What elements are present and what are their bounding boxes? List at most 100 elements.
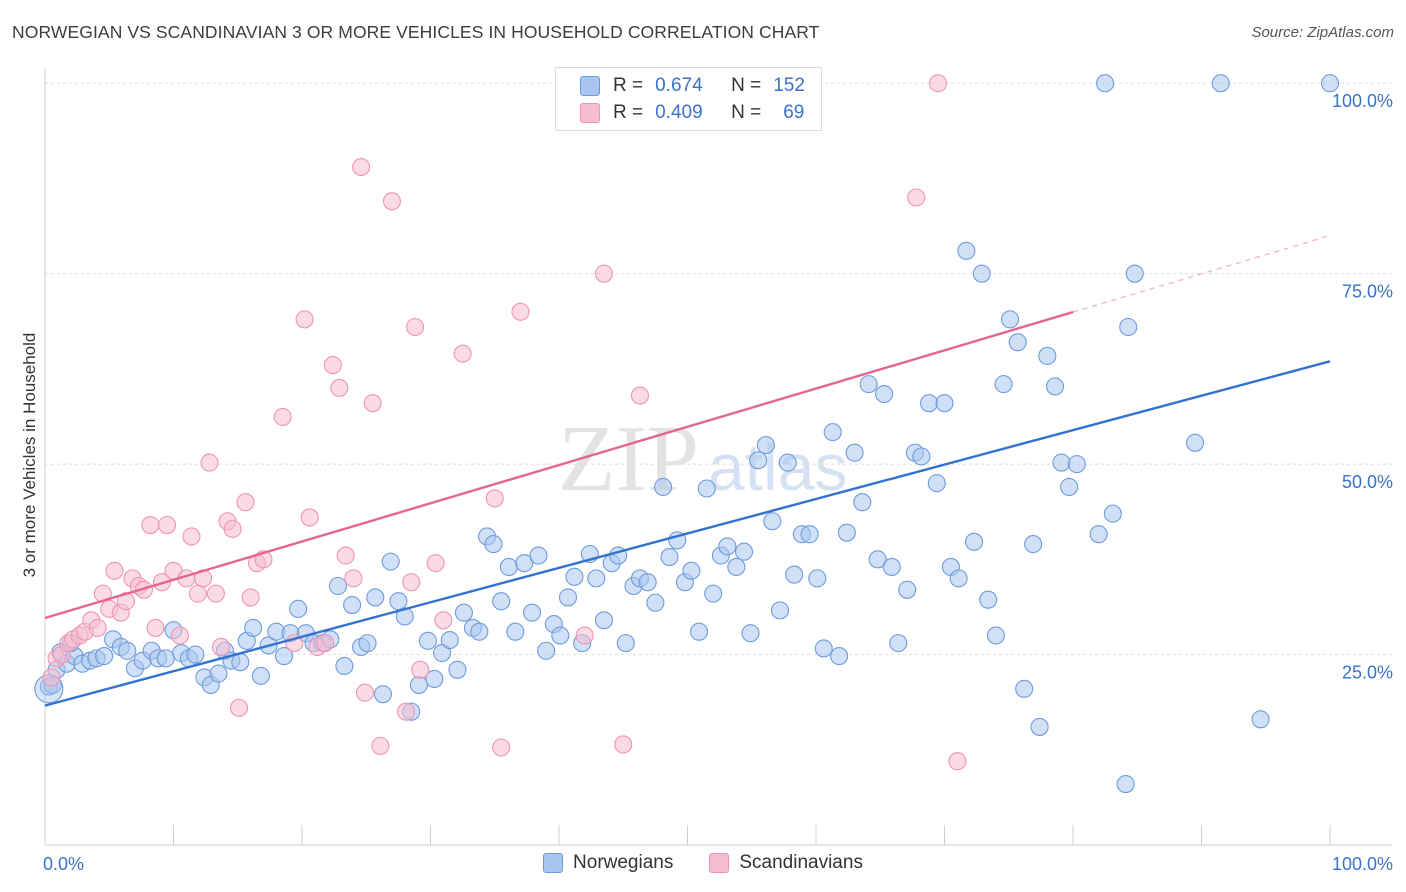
norwegians-point bbox=[875, 384, 894, 404]
scandinavians-point bbox=[236, 493, 255, 512]
trendlines bbox=[44, 235, 1331, 707]
norwegians-point bbox=[1089, 525, 1108, 544]
norwegians-point bbox=[358, 634, 377, 653]
scandinavians-point bbox=[316, 634, 335, 653]
norwegians-point bbox=[389, 592, 408, 611]
norwegians-point bbox=[741, 624, 760, 643]
norwegians-point bbox=[660, 548, 679, 567]
norwegians-point bbox=[95, 647, 114, 666]
norwegians-point bbox=[274, 647, 294, 666]
norwegians-point bbox=[1186, 433, 1205, 452]
scandinavians-point bbox=[352, 157, 371, 177]
x-tick-labels: 0.0% 100.0% bbox=[43, 854, 1393, 874]
norwegians-point bbox=[454, 603, 473, 622]
scandinavians-point bbox=[363, 394, 382, 413]
scandinavians-point bbox=[511, 302, 530, 321]
scandinavians-point bbox=[105, 561, 124, 580]
scandinavians-point bbox=[907, 188, 926, 207]
norwegians-point bbox=[186, 645, 205, 664]
norwegians-point bbox=[515, 554, 534, 573]
norwegians-point bbox=[381, 552, 400, 571]
norwegians-point bbox=[616, 634, 635, 653]
legend-row-scandinavians: R = 0.409 N = 69 bbox=[580, 101, 804, 125]
norwegians-point bbox=[209, 664, 228, 683]
norwegians-point bbox=[845, 443, 864, 462]
norwegians-point bbox=[1119, 317, 1138, 337]
r-value: 0.409 bbox=[655, 102, 703, 123]
norwegians-point bbox=[814, 639, 833, 658]
scandinavians-point bbox=[93, 584, 112, 603]
norwegians-point bbox=[800, 525, 819, 544]
norwegians-point bbox=[506, 622, 525, 641]
norwegians-point bbox=[328, 576, 348, 596]
norwegians-point bbox=[868, 550, 887, 569]
x-tick-label: 0.0% bbox=[43, 854, 84, 874]
y-axis-label: 3 or more Vehicles in Household bbox=[20, 332, 39, 578]
norwegians-point bbox=[1052, 453, 1071, 472]
norwegians-point bbox=[949, 569, 968, 588]
norwegians-point bbox=[935, 394, 954, 413]
norwegians-point bbox=[499, 557, 518, 577]
scandinavians-point bbox=[929, 74, 948, 93]
legend-swatch-norwegians bbox=[543, 853, 564, 873]
norwegians-point bbox=[529, 546, 548, 565]
series-scandinavians-points bbox=[42, 74, 967, 771]
legend-item-norwegians[interactable]: Norwegians bbox=[543, 852, 673, 874]
legend-label-norwegians: Norwegians bbox=[573, 852, 674, 873]
scandinavians-point bbox=[344, 569, 363, 588]
norwegians-point bbox=[920, 394, 939, 413]
norwegians-point bbox=[1045, 377, 1065, 396]
norwegians-point bbox=[231, 653, 250, 672]
norwegians-point bbox=[118, 641, 137, 660]
scandinavians-point bbox=[594, 264, 614, 283]
norwegians-point bbox=[1008, 333, 1027, 352]
norwegians-point bbox=[1038, 346, 1057, 365]
norwegians-point bbox=[1096, 74, 1115, 93]
scandinavians-point bbox=[426, 554, 445, 573]
norwegians-point bbox=[343, 595, 362, 615]
norwegians-point bbox=[1320, 74, 1340, 93]
norwegians-point bbox=[1030, 717, 1049, 736]
legend-item-scandinavians[interactable]: Scandinavians bbox=[709, 852, 863, 874]
n-value: 69 bbox=[783, 102, 805, 123]
scandinavians-point bbox=[158, 516, 177, 535]
norwegians-point bbox=[156, 649, 175, 668]
norwegians-point bbox=[654, 477, 673, 497]
norwegians-point bbox=[697, 479, 716, 498]
scandinavians-point bbox=[492, 738, 511, 757]
scandinavians-point bbox=[397, 702, 416, 721]
norwegians-point bbox=[965, 532, 984, 551]
scandinavians-point bbox=[948, 752, 967, 771]
axes bbox=[44, 68, 1392, 846]
norwegians-point bbox=[957, 241, 976, 260]
norwegians-point bbox=[492, 592, 511, 611]
scandinavians-point bbox=[575, 626, 594, 645]
scandinavians-point bbox=[182, 527, 201, 546]
legend-label-scandinavians: Scandinavians bbox=[739, 852, 863, 873]
series-legend: Norwegians Scandinavians bbox=[0, 852, 1406, 874]
norwegians-point bbox=[898, 580, 917, 599]
norwegians-point bbox=[587, 569, 606, 588]
norwegians-point bbox=[1015, 679, 1034, 698]
norwegians-point bbox=[853, 493, 872, 512]
legend-swatch-norwegians bbox=[580, 76, 600, 96]
scandinavians-point bbox=[336, 546, 355, 565]
norwegians-point bbox=[994, 375, 1013, 394]
scandinavians-point bbox=[485, 489, 504, 508]
y-tick-labels: 25.0% 50.0% 75.0% 100.0% bbox=[1332, 91, 1393, 682]
legend-swatch-scandinavians bbox=[709, 853, 730, 873]
norwegians-point bbox=[418, 631, 437, 650]
scandinavians-point bbox=[300, 508, 319, 527]
norwegians-point bbox=[551, 626, 570, 645]
scandinavians-point bbox=[402, 573, 421, 592]
scandinavians-point bbox=[614, 735, 633, 754]
grid bbox=[45, 82, 1392, 656]
norwegians-point bbox=[638, 573, 657, 592]
norwegians-point bbox=[979, 590, 998, 609]
norwegians-point bbox=[912, 447, 931, 466]
norwegians-point bbox=[859, 375, 878, 394]
norwegians-point bbox=[727, 557, 746, 577]
norwegians-point bbox=[770, 601, 790, 620]
norwegians-point bbox=[470, 622, 489, 641]
norwegians-point bbox=[785, 565, 804, 584]
